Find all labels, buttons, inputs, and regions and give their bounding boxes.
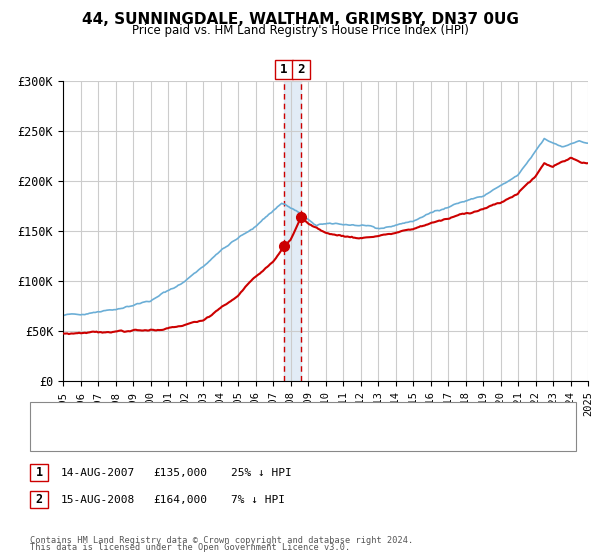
Text: 15-AUG-2008: 15-AUG-2008 <box>61 494 136 505</box>
FancyBboxPatch shape <box>30 402 576 451</box>
Point <box>74 412 82 419</box>
Text: This data is licensed under the Open Government Licence v3.0.: This data is licensed under the Open Gov… <box>30 543 350 552</box>
Point <box>38 412 46 419</box>
Text: 14-AUG-2007: 14-AUG-2007 <box>61 468 136 478</box>
FancyBboxPatch shape <box>30 491 48 508</box>
FancyBboxPatch shape <box>275 60 293 79</box>
Text: 44, SUNNINGDALE, WALTHAM, GRIMSBY, DN37 0UG: 44, SUNNINGDALE, WALTHAM, GRIMSBY, DN37 … <box>82 12 518 27</box>
Text: Contains HM Land Registry data © Crown copyright and database right 2024.: Contains HM Land Registry data © Crown c… <box>30 536 413 545</box>
FancyBboxPatch shape <box>292 60 310 79</box>
Point <box>38 433 46 440</box>
Text: 1: 1 <box>280 63 287 76</box>
Text: £164,000: £164,000 <box>153 494 207 505</box>
Text: Price paid vs. HM Land Registry's House Price Index (HPI): Price paid vs. HM Land Registry's House … <box>131 24 469 37</box>
Point <box>74 433 82 440</box>
Text: 2: 2 <box>298 63 305 76</box>
Text: 1: 1 <box>35 466 43 479</box>
Bar <box>284 81 301 381</box>
Text: 2: 2 <box>35 493 43 506</box>
Text: HPI: Average price, detached house, North East Lincolnshire: HPI: Average price, detached house, Nort… <box>85 432 454 442</box>
Text: £135,000: £135,000 <box>153 468 207 478</box>
FancyBboxPatch shape <box>30 464 48 481</box>
Text: 25% ↓ HPI: 25% ↓ HPI <box>231 468 292 478</box>
Text: 44, SUNNINGDALE, WALTHAM, GRIMSBY, DN37 0UG (detached house): 44, SUNNINGDALE, WALTHAM, GRIMSBY, DN37 … <box>85 410 460 421</box>
Text: 7% ↓ HPI: 7% ↓ HPI <box>231 494 285 505</box>
